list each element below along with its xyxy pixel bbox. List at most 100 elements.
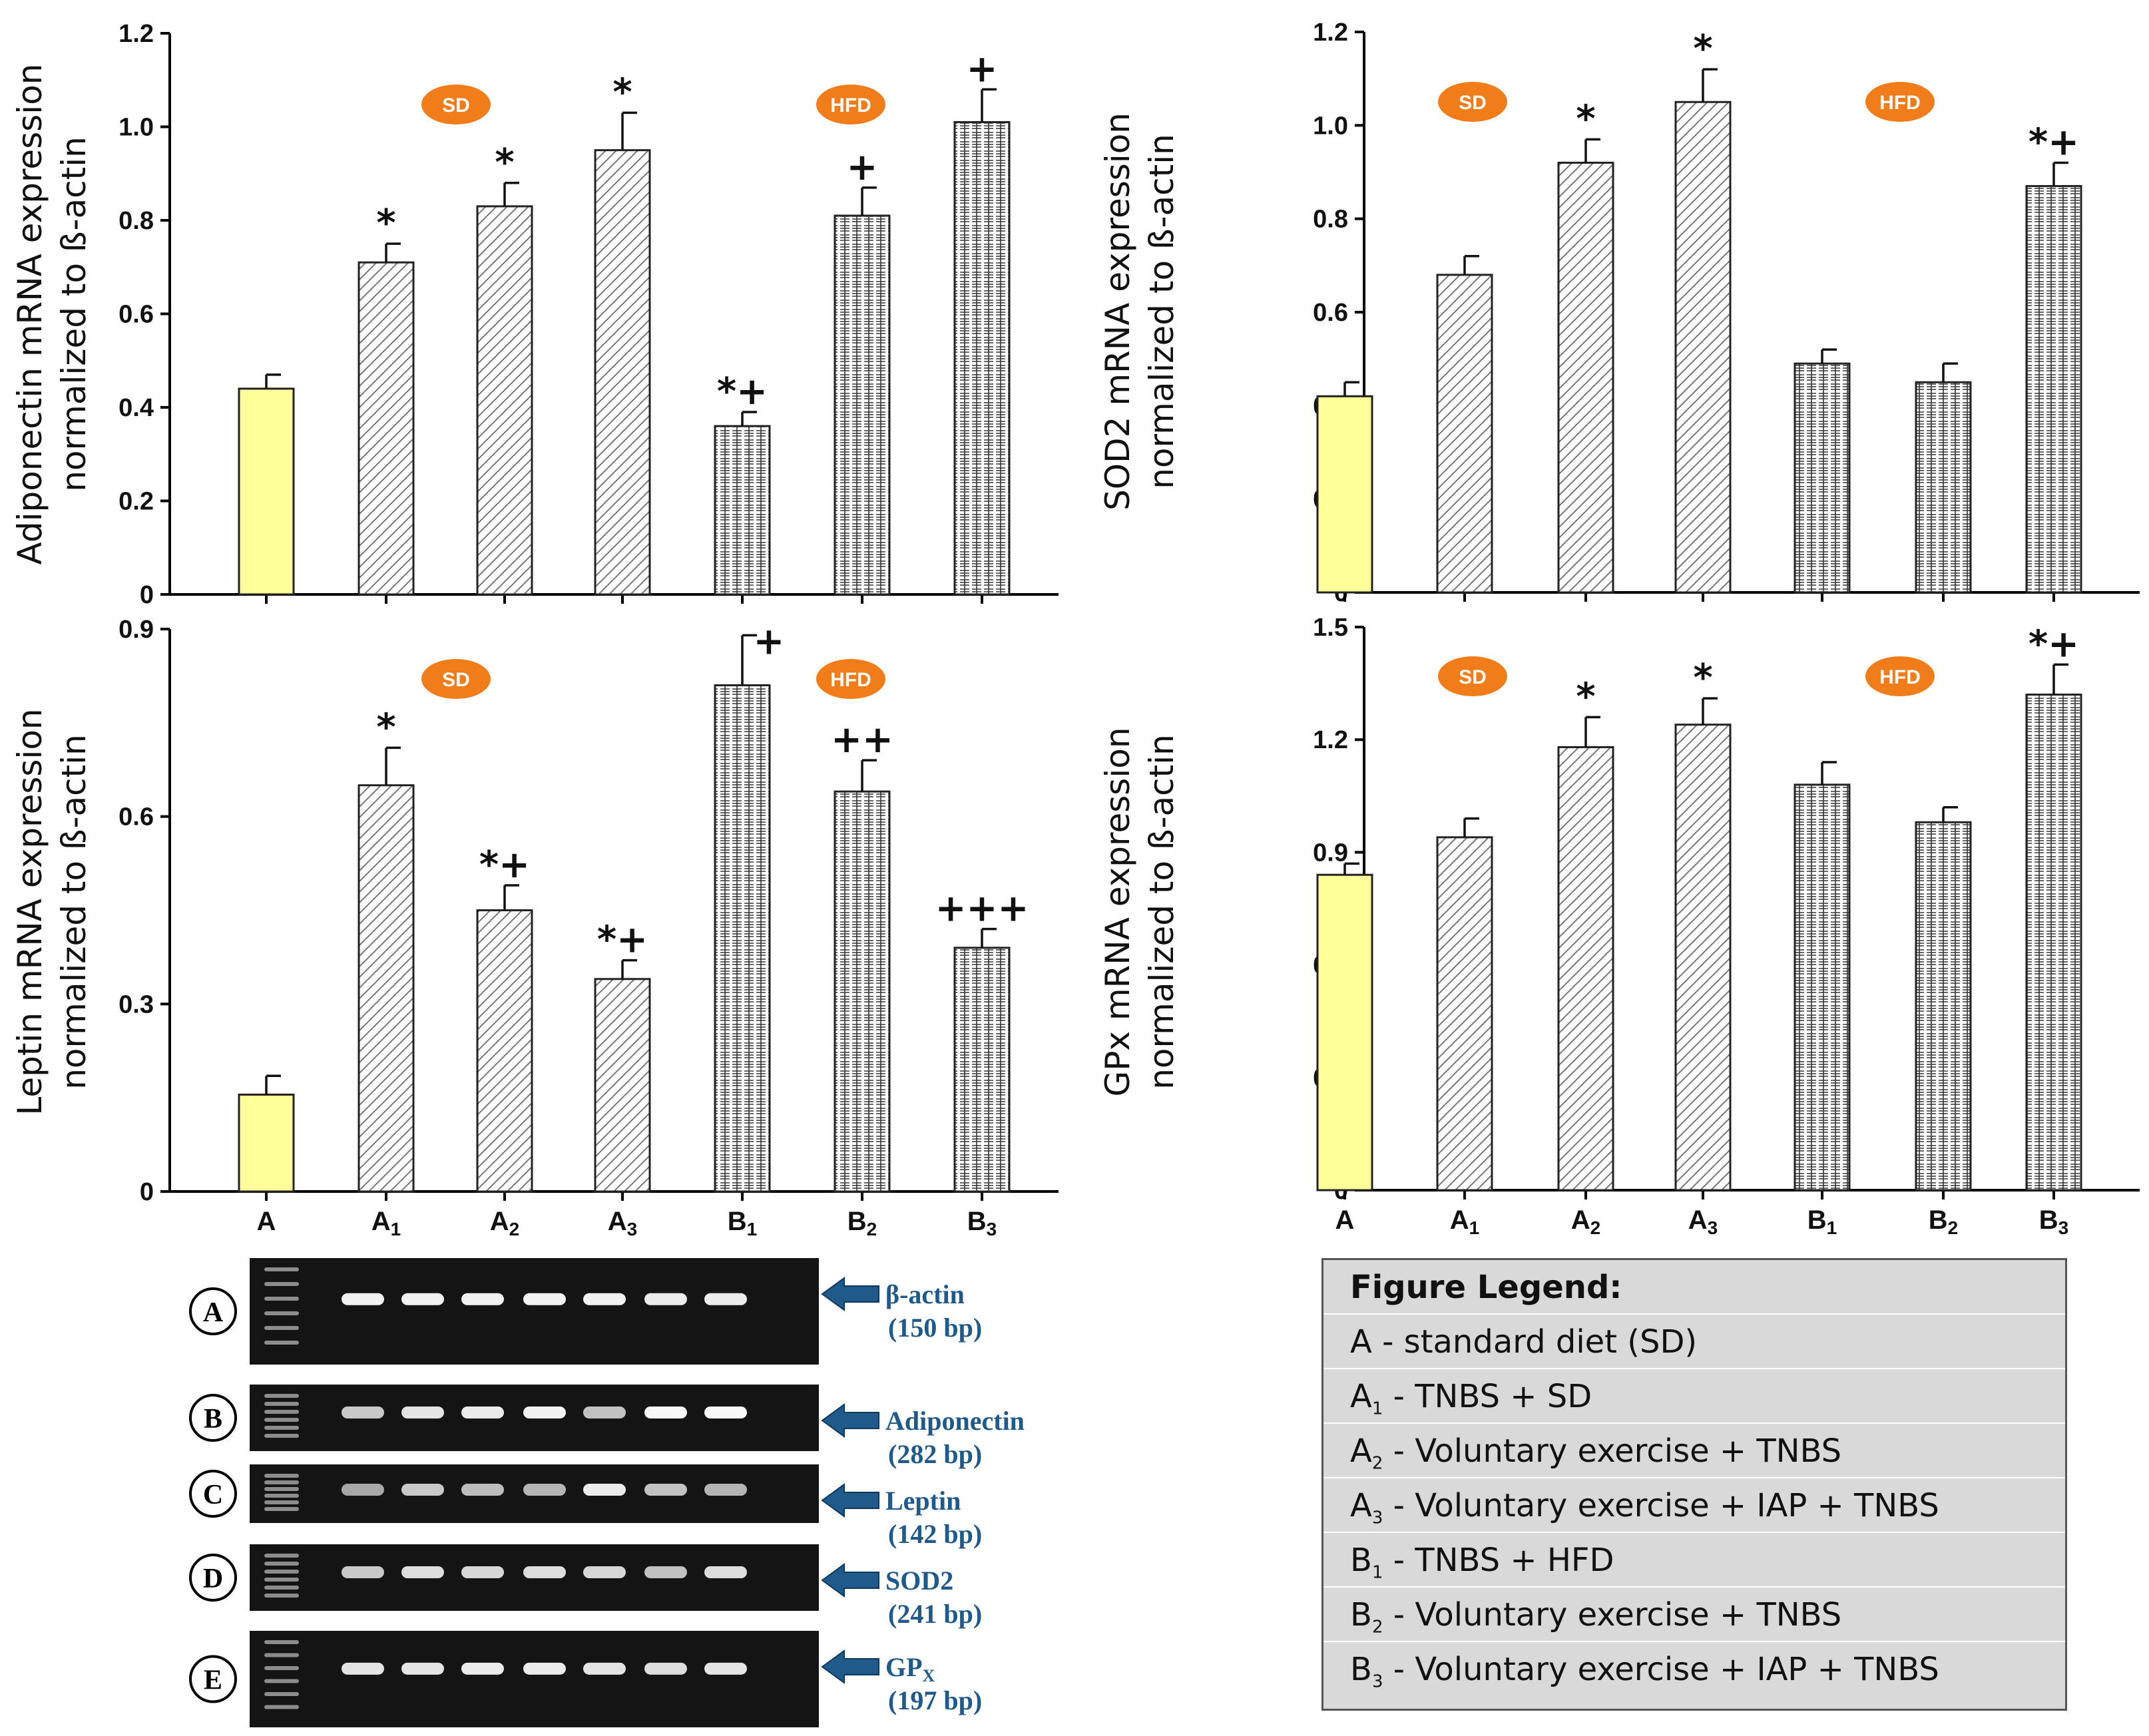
arrow-icon [821,1483,879,1518]
legend-item-sub: 3 [1371,1671,1383,1692]
gel-label-letter: B [204,1404,222,1434]
arrow-icon [821,1563,879,1598]
y-tick-label: 1.2 [1313,726,1348,754]
legend-item-code: B [1350,1651,1372,1688]
y-tick-label: 0.4 [119,394,154,422]
legend-item-code: A [1350,1323,1372,1361]
gel-label-circle [189,1394,237,1442]
bar [1436,274,1493,594]
legend-item-sub: 2 [1371,1453,1383,1474]
y-axis-label: SOD2 mRNA expression [1098,112,1137,511]
gel-label-circle [189,1287,237,1335]
significance-marker: * [1576,675,1595,718]
ladder-band [264,1326,299,1330]
gel-band [342,1407,384,1418]
bar [238,387,295,596]
bar [476,205,533,596]
ladder-band [264,1586,299,1590]
gel-band [704,1293,747,1305]
y-tick-label: 0.8 [1313,206,1348,234]
ladder-band [264,1267,299,1271]
bar [1436,836,1493,1192]
group-badge [816,85,885,124]
ladder-band [264,1507,299,1511]
bar [953,120,1011,596]
ladder-band [264,1297,299,1301]
y-axis-label: Adiponectin mRNA expression [11,64,49,565]
legend-item-b3: B3 - Voluntary exercise + IAP + TNBS [1323,1642,2065,1697]
bar [358,261,415,596]
gel-band [461,1662,504,1675]
gel-gene-name: Leptin [885,1486,961,1516]
group-badge-label: SD [442,669,470,691]
y-tick-label: 1.2 [119,20,154,48]
legend-item-b2: B2 - Voluntary exercise + TNBS [1323,1588,2065,1642]
y-axis-label: normalized to ß-actin [1142,134,1181,489]
legend-item-text: - Voluntary exercise + TNBS [1383,1432,1842,1470]
gel-product-size: (150 bp) [888,1313,982,1343]
ladder-band [264,1705,299,1709]
significance-marker: + [967,47,998,91]
ladder-band [264,1679,299,1683]
x-tick-label: B1 [1807,1205,1837,1238]
legend-title: Figure Legend: [1323,1260,2065,1315]
gel-images: Aβ-actin (150 bp) B Adiponectin(282 bp) C Lep… [189,1258,1025,1727]
x-tick-label: A1 [371,1207,401,1239]
bar [1674,101,1732,594]
bar [714,425,771,596]
significance-marker: * [1693,656,1712,700]
group-badge-label: SD [1459,92,1487,114]
x-tick-label: A3 [608,1207,637,1239]
gel-band [523,1662,566,1675]
legend-item-a1: A1 - TNBS + SD [1323,1369,2065,1424]
x-tick-label: B2 [1929,1205,1958,1238]
bar [1915,381,1972,594]
ladder-band [264,1570,299,1574]
gel-product-size: (241 bp) [888,1599,982,1629]
bar [1557,746,1614,1192]
group-badge [1865,82,1935,122]
x-tick-label: A2 [490,1207,519,1239]
gel-product-size: (282 bp) [888,1439,982,1469]
bar [358,784,415,1193]
y-tick-label: 1.0 [119,114,154,142]
y-tick-label: 0.3 [119,990,154,1018]
significance-marker: +++ [935,887,1029,931]
group-badge-label: HFD [1879,92,1921,114]
gel-band [583,1566,626,1578]
gel-band [401,1407,444,1418]
gel-band [401,1293,444,1305]
gel-strip [250,1258,819,1365]
legend-item-sub: 1 [1371,1562,1383,1583]
gel-label-circle [189,1554,237,1602]
gel-band [523,1293,566,1305]
x-tick-label: A1 [1450,1205,1479,1238]
y-tick-label: 1.2 [1313,19,1348,47]
gel-band [704,1566,747,1578]
ladder-band [264,1578,299,1582]
significance-marker: *+ [2029,622,2079,666]
gel-band [644,1566,687,1578]
legend-item-text: - Voluntary exercise + IAP + TNBS [1383,1487,1939,1524]
gel-band [342,1293,384,1305]
legend-item-text: - Voluntary exercise + IAP + TNBS [1383,1651,1939,1688]
bar [1793,362,1851,594]
ladder-band [264,1666,299,1670]
bar [2025,694,2082,1192]
ladder-band [264,1426,299,1430]
y-tick-label: 0.9 [119,616,154,644]
gel-gene-name: GPX [885,1652,935,1685]
legend-item-b1: B1 - TNBS + HFD [1323,1533,2065,1588]
y-tick-label: 0 [140,1178,154,1206]
ladder-band [264,1394,299,1398]
significance-marker: * [376,706,395,749]
group-badge [421,85,491,124]
group-badge [1865,656,1935,696]
gel-gene-name: Adiponectin [885,1406,1025,1436]
legend-item-a3: A3 - Voluntary exercise + IAP + TNBS [1323,1478,2065,1533]
y-axis-label: Leptin mRNA expression [11,708,49,1115]
group-badge-label: HFD [830,669,871,691]
gel-band [342,1662,384,1675]
gel-band [461,1566,504,1578]
